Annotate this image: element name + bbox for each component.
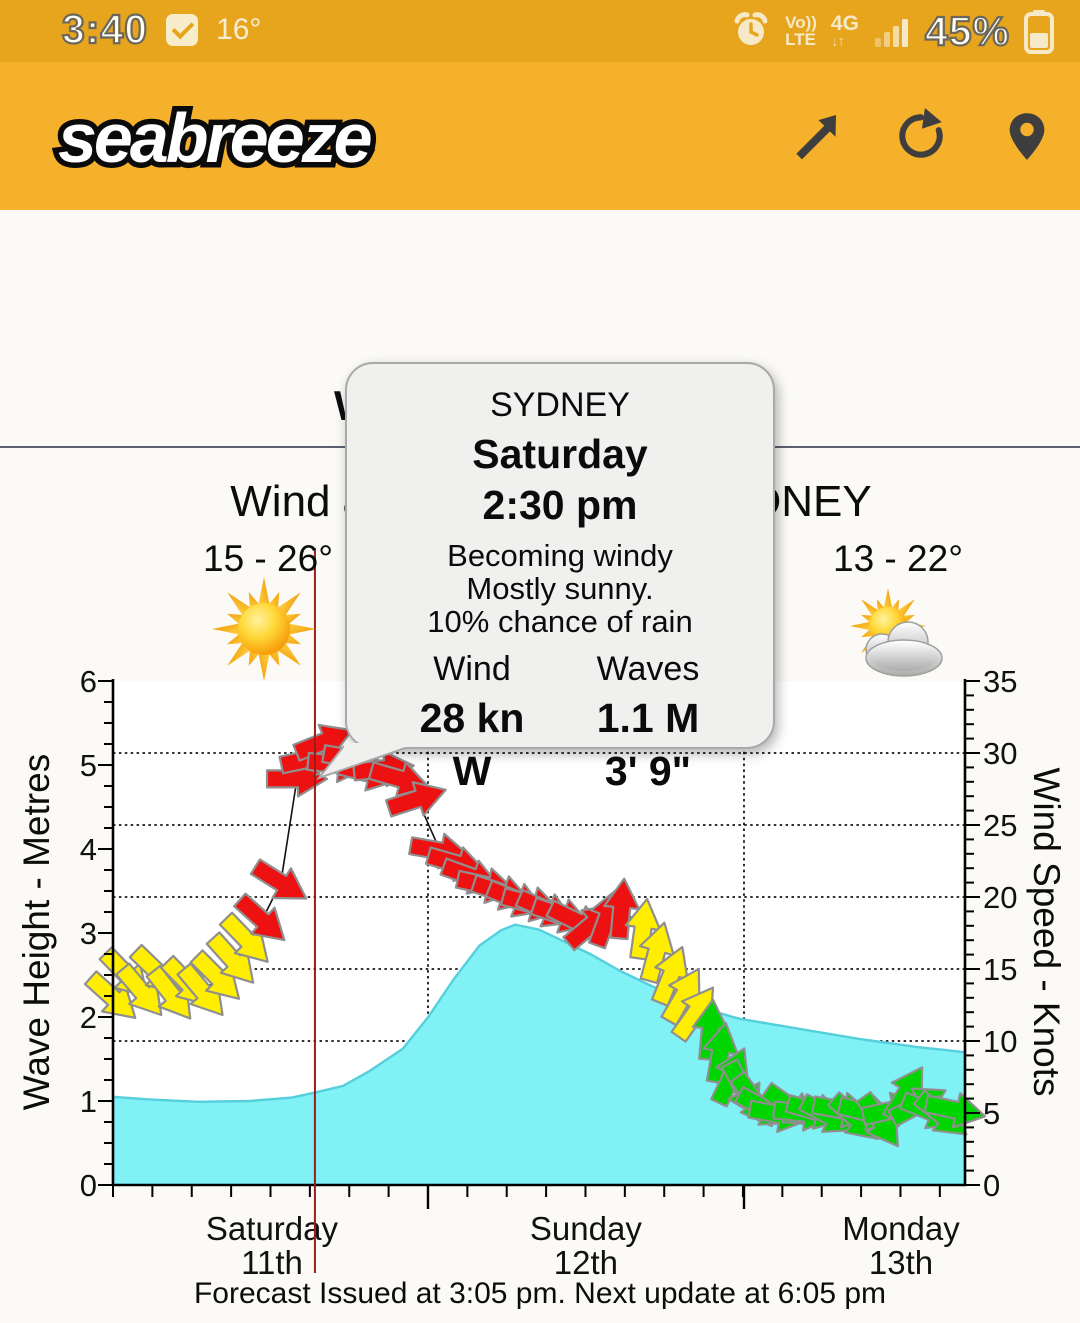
tooltip-wind-block: Wind 28 kn W bbox=[387, 650, 557, 795]
right-tick-label: 30 bbox=[983, 736, 1017, 771]
battery-percent: 45% bbox=[924, 6, 1010, 54]
right-tick-label: 15 bbox=[983, 952, 1017, 987]
left-tick-label: 0 bbox=[80, 1168, 97, 1203]
tooltip-time: 2:30 pm bbox=[482, 482, 638, 528]
left-tick-label: 3 bbox=[80, 916, 97, 951]
saturday-temp-range: 15 - 26° bbox=[203, 538, 333, 579]
waves-label: Waves bbox=[596, 650, 700, 688]
ambient-temperature: 16° bbox=[216, 12, 262, 46]
wind-arrow bbox=[145, 964, 192, 1020]
refresh-icon bbox=[899, 108, 943, 158]
day-label: Sunday bbox=[530, 1210, 642, 1247]
trending-arrow-icon bbox=[796, 115, 836, 160]
wave-height-value: 1.1 M bbox=[596, 695, 700, 741]
signal-bars-icon bbox=[874, 19, 908, 47]
tooltip-day: Saturday bbox=[472, 431, 648, 477]
day-label: Monday bbox=[842, 1210, 960, 1247]
wave-height-feet-value: 3' 9" bbox=[604, 748, 692, 794]
wind-speed-value: 28 kn bbox=[419, 695, 525, 741]
wind-arrow bbox=[638, 921, 675, 984]
monday-temp-range: 13 - 22° bbox=[833, 538, 963, 579]
wind-arrow bbox=[384, 781, 447, 818]
wind-arrow bbox=[603, 877, 641, 941]
sunny-icon bbox=[212, 577, 316, 681]
wind-arrow bbox=[249, 858, 308, 900]
forecast-issued-note: Forecast Issued at 3:05 pm. Next update … bbox=[193, 1277, 887, 1310]
partly-cloudy-icon bbox=[850, 588, 943, 677]
wave-height-area bbox=[113, 924, 965, 1185]
left-tick-label: 2 bbox=[80, 1000, 97, 1035]
left-axis-label: Wave Height - Metres bbox=[16, 753, 57, 1111]
right-tick-label: 35 bbox=[983, 664, 1017, 699]
right-axis-label: Wind Speed - Knots bbox=[1026, 767, 1067, 1097]
battery-icon bbox=[1024, 10, 1054, 54]
location-button[interactable] bbox=[998, 107, 1056, 165]
tooltip-location: SYDNEY bbox=[490, 386, 630, 424]
wind-arrow bbox=[233, 892, 286, 942]
notification-checkbox-icon bbox=[166, 13, 199, 46]
left-tick-label: 5 bbox=[80, 748, 97, 783]
right-tick-label: 20 bbox=[983, 880, 1017, 915]
day-label: Saturday bbox=[206, 1210, 339, 1247]
day-date-label: 12th bbox=[554, 1244, 618, 1281]
tooltip-waves-block: Waves 1.1 M 3' 9" bbox=[563, 650, 733, 795]
cloud-icon bbox=[865, 621, 943, 677]
location-pin-icon bbox=[1009, 113, 1045, 160]
forecast-tooltip[interactable]: SYDNEY Saturday 2:30 pm Becoming windy M… bbox=[316, 362, 775, 794]
wave-height-line bbox=[112, 923, 966, 1104]
wind-arrow bbox=[83, 970, 137, 1019]
day-date-label: 11th bbox=[241, 1244, 303, 1281]
tooltip-tail bbox=[316, 743, 412, 781]
status-bar: 3:40 16° Vo)) LTE 4G ↓↑ bbox=[0, 0, 1080, 62]
right-tick-label: 0 bbox=[983, 1168, 1000, 1203]
network-4g-indicator: 4G ↓↑ bbox=[830, 11, 859, 50]
clock-time: 3:40 bbox=[61, 5, 149, 53]
seabreeze-logo: seabreeze bbox=[53, 94, 380, 183]
wind-arrow bbox=[292, 723, 354, 762]
right-tick-label: 5 bbox=[983, 1096, 1000, 1131]
tooltip-conditions: Becoming windy Mostly sunny. 10% chance … bbox=[427, 538, 693, 639]
refresh-button[interactable] bbox=[892, 107, 950, 165]
volte-indicator: Vo)) LTE bbox=[785, 13, 817, 49]
alarm-icon bbox=[734, 12, 768, 45]
wind-arrow bbox=[923, 1092, 987, 1129]
wind-label: Wind bbox=[433, 650, 511, 688]
app-header: seabreeze bbox=[0, 62, 1080, 210]
left-tick-label: 6 bbox=[80, 664, 97, 699]
svg-text:seabreeze: seabreeze bbox=[58, 99, 371, 177]
right-tick-label: 25 bbox=[983, 808, 1017, 843]
right-tick-label: 10 bbox=[983, 1024, 1017, 1059]
day-date-label: 13th bbox=[869, 1244, 933, 1281]
share-button[interactable] bbox=[786, 107, 844, 165]
left-tick-label: 1 bbox=[80, 1084, 97, 1119]
wind-direction-value: W bbox=[452, 748, 492, 794]
left-tick-label: 4 bbox=[80, 832, 97, 867]
